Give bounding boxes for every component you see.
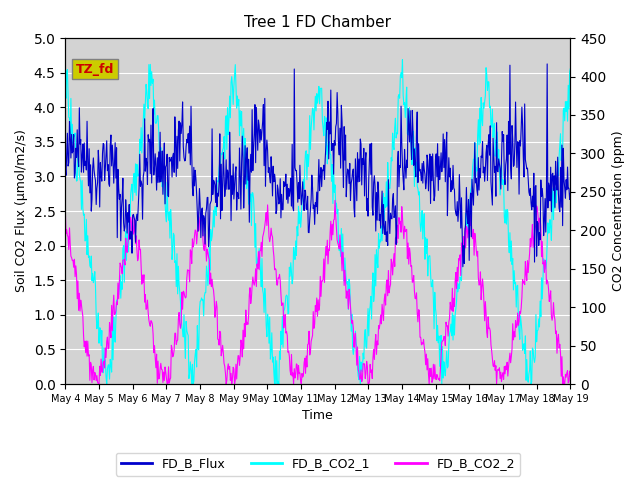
Title: Tree 1 FD Chamber: Tree 1 FD Chamber: [244, 15, 391, 30]
Y-axis label: CO2 Concentration (ppm): CO2 Concentration (ppm): [612, 131, 625, 291]
Legend: FD_B_Flux, FD_B_CO2_1, FD_B_CO2_2: FD_B_Flux, FD_B_CO2_1, FD_B_CO2_2: [116, 453, 520, 476]
X-axis label: Time: Time: [303, 409, 333, 422]
Text: TZ_fd: TZ_fd: [76, 63, 114, 76]
Y-axis label: Soil CO2 Flux (μmol/m2/s): Soil CO2 Flux (μmol/m2/s): [15, 130, 28, 292]
